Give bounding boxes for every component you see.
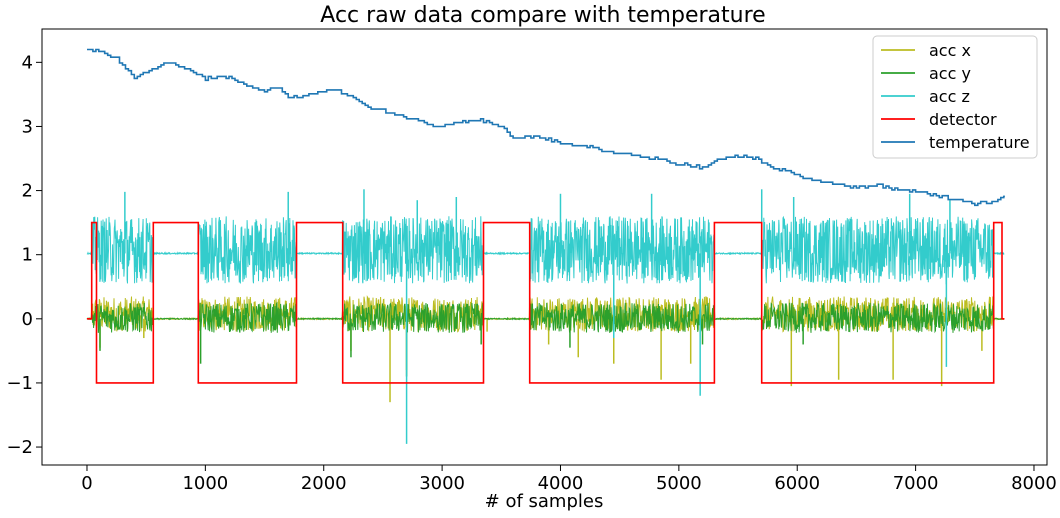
legend-label: detector — [929, 110, 997, 129]
legend-label: acc x — [929, 41, 971, 60]
x-tick-label: 2000 — [301, 473, 347, 494]
series-acc-y — [86, 301, 1005, 334]
y-axis: −2 −1 0 1 2 3 4 — [6, 52, 42, 458]
legend-label: temperature — [929, 133, 1030, 152]
legend-box — [872, 35, 1038, 159]
series-acc-z — [86, 215, 1005, 285]
x-tick-label: 6000 — [774, 473, 820, 494]
y-tick-label: 1 — [22, 245, 33, 266]
x-tick-label: 1000 — [182, 473, 228, 494]
legend-label: acc z — [929, 87, 970, 106]
plot-area — [86, 48, 1006, 444]
y-tick-label: 4 — [22, 52, 33, 73]
series-detector — [87, 221, 1005, 384]
y-tick-label: 0 — [22, 309, 33, 330]
x-tick-label: 4000 — [538, 473, 584, 494]
x-tick-label: 0 — [81, 473, 92, 494]
x-tick-label: 3000 — [419, 473, 465, 494]
series-temperature — [87, 48, 1006, 207]
legend-label: acc y — [929, 64, 971, 83]
x-axis-label: # of samples — [485, 491, 604, 512]
y-tick-label: −2 — [6, 437, 33, 458]
y-tick-label: 3 — [22, 116, 33, 137]
y-tick-label: −1 — [6, 373, 33, 394]
axes-frame — [41, 28, 1048, 466]
x-tick-label: 5000 — [656, 473, 702, 494]
x-tick-label: 7000 — [893, 473, 939, 494]
y-tick-label: 2 — [22, 181, 33, 202]
chart-title: Acc raw data compare with temperature — [320, 3, 765, 28]
legend: acc x acc y acc z detector temperature — [872, 35, 1038, 159]
x-tick-label: 8000 — [1011, 473, 1057, 494]
x-axis: 0 1000 2000 3000 4000 5000 6000 7000 8000 — [81, 465, 1057, 494]
